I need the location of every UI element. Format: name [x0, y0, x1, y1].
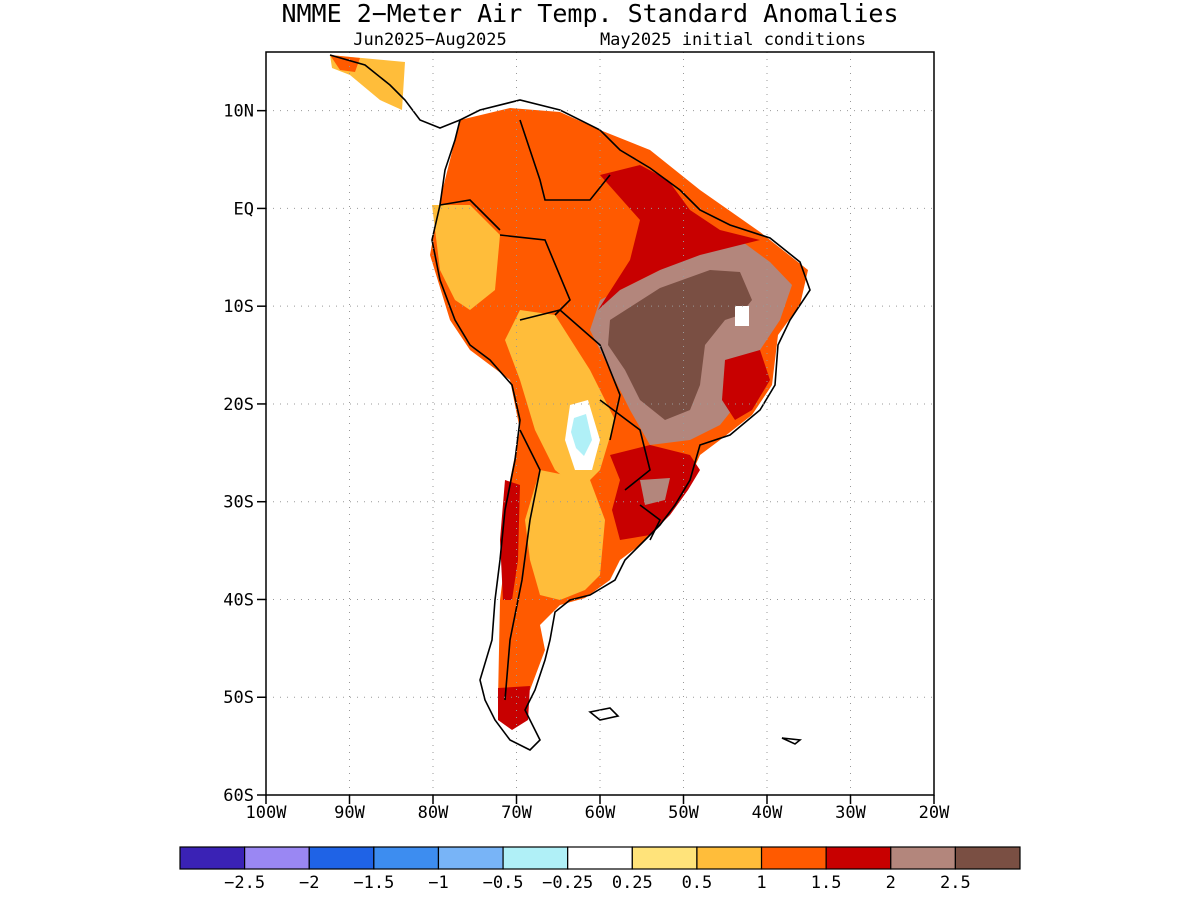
colorbar-label: −1 [428, 873, 448, 893]
region-eastern-brazil-rim [598, 165, 760, 310]
colorbar-label: −1.5 [353, 873, 394, 893]
region-rs-outer [640, 478, 670, 505]
map-grid [266, 52, 934, 795]
colorbar-swatch [502, 846, 569, 870]
border-peru-brazil [499, 234, 571, 316]
colorbar: −2.5 −2 −1.5 −1 −0.5 −0.25 0.25 0.5 1 1.5 2 2.5 [179, 846, 1021, 893]
colorbar-swatch [308, 846, 375, 870]
region-central-america-orange [330, 55, 360, 72]
colorbar-swatch [825, 846, 892, 870]
colorbar-label: 2 [886, 873, 896, 893]
lat-tick-label: EQ [234, 199, 254, 219]
lat-tick-label: 60S [223, 786, 254, 806]
colorbar-label: 0.5 [682, 873, 713, 893]
lat-tick-label: 40S [223, 590, 254, 610]
region-altiplano-cool-spot [571, 414, 592, 456]
region-white-square [735, 306, 749, 326]
map-panel [266, 52, 934, 795]
south-georgia [781, 737, 803, 745]
border-bolivia [519, 309, 621, 441]
colorbar-label: 1 [756, 873, 766, 893]
border-paraguay [599, 399, 651, 491]
lon-tick-label: 40W [752, 803, 783, 823]
lat-tick-label: 20S [223, 395, 254, 415]
colorbar-swatch [244, 846, 310, 870]
lat-tick-label: 10N [223, 102, 254, 122]
colorbar-swatch [179, 846, 246, 870]
lat-tick-label: 10S [223, 297, 254, 317]
region-central-brazil-core [608, 270, 752, 420]
subtitle-period: Jun2025−Aug2025 [353, 30, 507, 50]
lon-tick-label: 70W [501, 803, 532, 823]
colorbar-swatch [437, 846, 504, 870]
border-argentina-chile [504, 429, 541, 701]
lon-tick-label: 60W [585, 803, 616, 823]
colorbar-label: 1.5 [811, 873, 842, 893]
subtitle-initial-conditions: May2025 initial conditions [600, 30, 866, 50]
colorbar-swatch [890, 846, 956, 870]
falkland-islands [588, 707, 620, 721]
colorbar-swatch [373, 846, 440, 870]
lon-tick-label: 50W [668, 803, 699, 823]
border-colombia-venezuela [519, 119, 611, 201]
colorbar-label: −0.25 [542, 873, 593, 893]
coastlines [329, 54, 811, 751]
colorbar-swatch [954, 846, 1021, 870]
lat-tick-label: 30S [223, 493, 254, 513]
border-uruguay [639, 504, 662, 541]
lon-tick-label: 80W [418, 803, 449, 823]
colorbar-swatch [567, 846, 633, 870]
anomaly-fill [330, 55, 808, 730]
lon-tick-label: 30W [835, 803, 866, 823]
central-america-coastline [329, 54, 461, 129]
lon-tick-label: 20W [919, 803, 950, 823]
colorbar-label: −2.5 [224, 873, 265, 893]
colorbar-label: 0.25 [612, 873, 653, 893]
lon-tick-label: 100W [246, 803, 288, 823]
region-chile-argentina-band [525, 470, 605, 600]
region-bahia-red [722, 350, 770, 420]
lon-tick-label: 90W [334, 803, 365, 823]
region-west-andes-peru [432, 205, 500, 310]
colorbar-label: −2 [299, 873, 319, 893]
figure-title: NMME 2−Meter Air Temp. Standard Anomalie… [281, 0, 898, 28]
lat-tick-label: 50S [223, 688, 254, 708]
border-ecuador [439, 199, 501, 231]
colorbar-label: −0.5 [483, 873, 524, 893]
south-america-coastline [431, 99, 811, 751]
colorbar-swatch [696, 846, 763, 870]
colorbar-label: 2.5 [940, 873, 971, 893]
colorbar-swatch [631, 846, 698, 870]
colorbar-swatch [760, 846, 827, 870]
